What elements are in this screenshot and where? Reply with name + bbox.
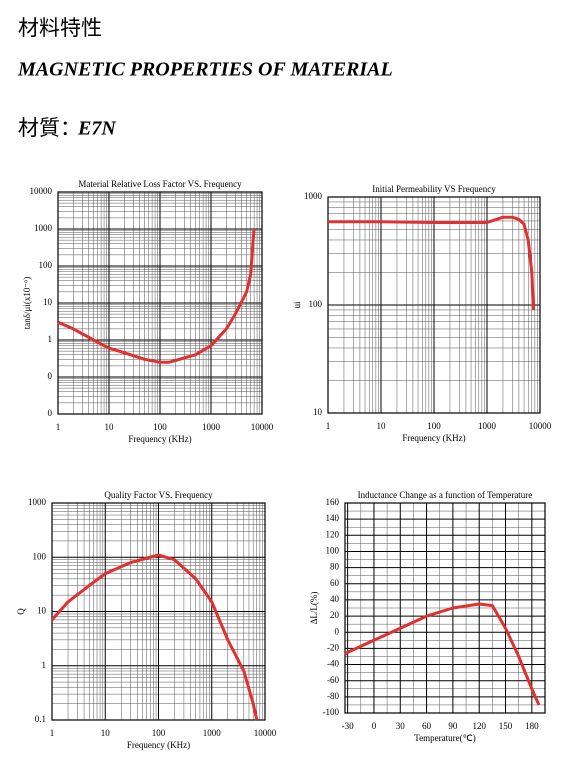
chart-title: Inductance Change as a function of Tempe… [358,490,533,500]
x-tick-label: 100 [152,728,166,738]
x-tick-label: 30 [396,721,406,731]
y-tick-label: 100 [33,551,47,561]
y-tick-label: 0 [48,371,53,381]
y-tick-label: 10 [43,297,53,307]
x-tick-label: 1 [50,728,55,738]
data-line [50,553,259,721]
y-tick-label: 1000 [304,191,323,201]
data-line [344,602,541,706]
data-line [328,215,535,310]
data-line [57,228,256,364]
x-tick-label: -30 [342,721,354,731]
y-tick-label: -40 [327,659,339,669]
y-tick-label: 40 [330,594,340,604]
x-tick-label: 60 [422,721,432,731]
y-tick-label: 0.1 [35,714,46,724]
material-label: 材質： [18,116,81,140]
x-axis-label: Frequency (KHz) [127,740,190,750]
y-tick-label: -60 [327,675,339,685]
y-axis-label: tanδ/μi(x10⁻⁶) [22,277,32,329]
x-tick-label: 1000 [478,421,497,431]
y-tick-label: -20 [327,642,339,652]
y-tick-label: 60 [330,578,340,588]
x-tick-label: 100 [153,422,167,432]
y-axis-label: ui [292,301,302,309]
y-tick-label: 100 [309,299,323,309]
chart-title: Initial Permeability VS Frequency [372,184,496,194]
plot-frame [327,196,541,414]
x-tick-label: 0 [372,721,377,731]
x-tick-label: 100 [427,421,441,431]
title-cn: 材料特性 [18,16,102,40]
x-tick-label: 1000 [203,728,222,738]
x-tick-label: 1 [326,421,331,431]
y-tick-label: 20 [330,610,340,620]
y-tick-label: 10000 [30,186,53,196]
y-tick-label: 1 [48,334,53,344]
y-tick-label: 1000 [28,497,47,507]
plot-frame [57,191,263,415]
x-tick-label: 120 [472,721,486,731]
x-tick-label: 180 [525,721,539,731]
plot-frame [344,502,546,714]
x-tick-label: 10000 [251,422,274,432]
y-tick-label: 160 [326,497,340,507]
x-tick-label: 10 [101,728,111,738]
title-en: MAGNETIC PROPERTIES OF MATERIAL [17,59,393,81]
y-tick-label: 120 [326,529,340,539]
y-axis-label: Q [16,608,26,615]
x-tick-label: 10 [105,422,115,432]
x-tick-label: 1000 [202,422,221,432]
y-tick-label: 0 [335,626,340,636]
x-tick-label: 150 [499,721,513,731]
y-tick-label: 140 [326,513,340,523]
x-tick-label: 10000 [529,421,552,431]
x-tick-label: 10000 [254,728,277,738]
y-tick-label: 100 [39,260,53,270]
material: E7N [77,118,117,140]
chart-title: Material Relative Loss Factor VS. Freque… [78,179,242,189]
x-axis-label: Frequency (KHz) [128,434,191,444]
y-tick-label: 1000 [34,223,53,233]
plot-frame [51,502,266,721]
y-tick-label: 10 [37,606,47,616]
x-tick-label: 1 [56,422,61,432]
y-tick-label: 10 [313,407,323,417]
x-tick-label: 10 [377,421,387,431]
y-tick-label: 100 [326,546,340,556]
y-tick-label: 1 [42,660,47,670]
y-tick-label: -80 [327,691,339,701]
y-tick-label: 0 [48,408,53,418]
x-tick-label: 90 [448,721,458,731]
x-axis-label: Temperature(℃) [414,733,475,743]
y-axis-label: ΔL/L(%) [309,592,319,625]
x-axis-label: Frequency (KHz) [402,433,465,443]
y-tick-label: 80 [330,562,340,572]
y-tick-label: -100 [323,707,340,717]
chart-title: Quality Factor VS. Frequency [104,490,213,500]
